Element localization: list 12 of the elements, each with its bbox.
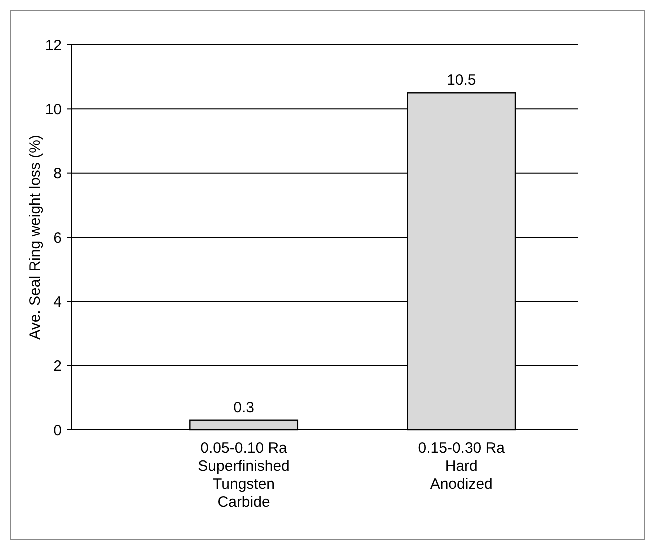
- y-tick-label: 10: [45, 101, 62, 118]
- y-tick-label: 4: [54, 294, 62, 311]
- data-label: 10.5: [447, 72, 476, 90]
- y-axis-title: Ave. Seal Ring weight loss (%): [27, 135, 44, 340]
- y-tick-label: 2: [54, 358, 62, 376]
- y-tick-label: 8: [54, 166, 62, 183]
- data-label: 0.3: [234, 399, 254, 416]
- x-tick-label: 0.05-0.10 Ra Superfinished Tungsten Carbide: [198, 440, 290, 511]
- y-tick-label: 12: [45, 37, 62, 54]
- y-tick-label: 6: [54, 230, 62, 247]
- y-tick-label: 0: [54, 422, 62, 440]
- x-tick-label: 0.15-0.30 Ra Hard Anodized: [418, 440, 506, 493]
